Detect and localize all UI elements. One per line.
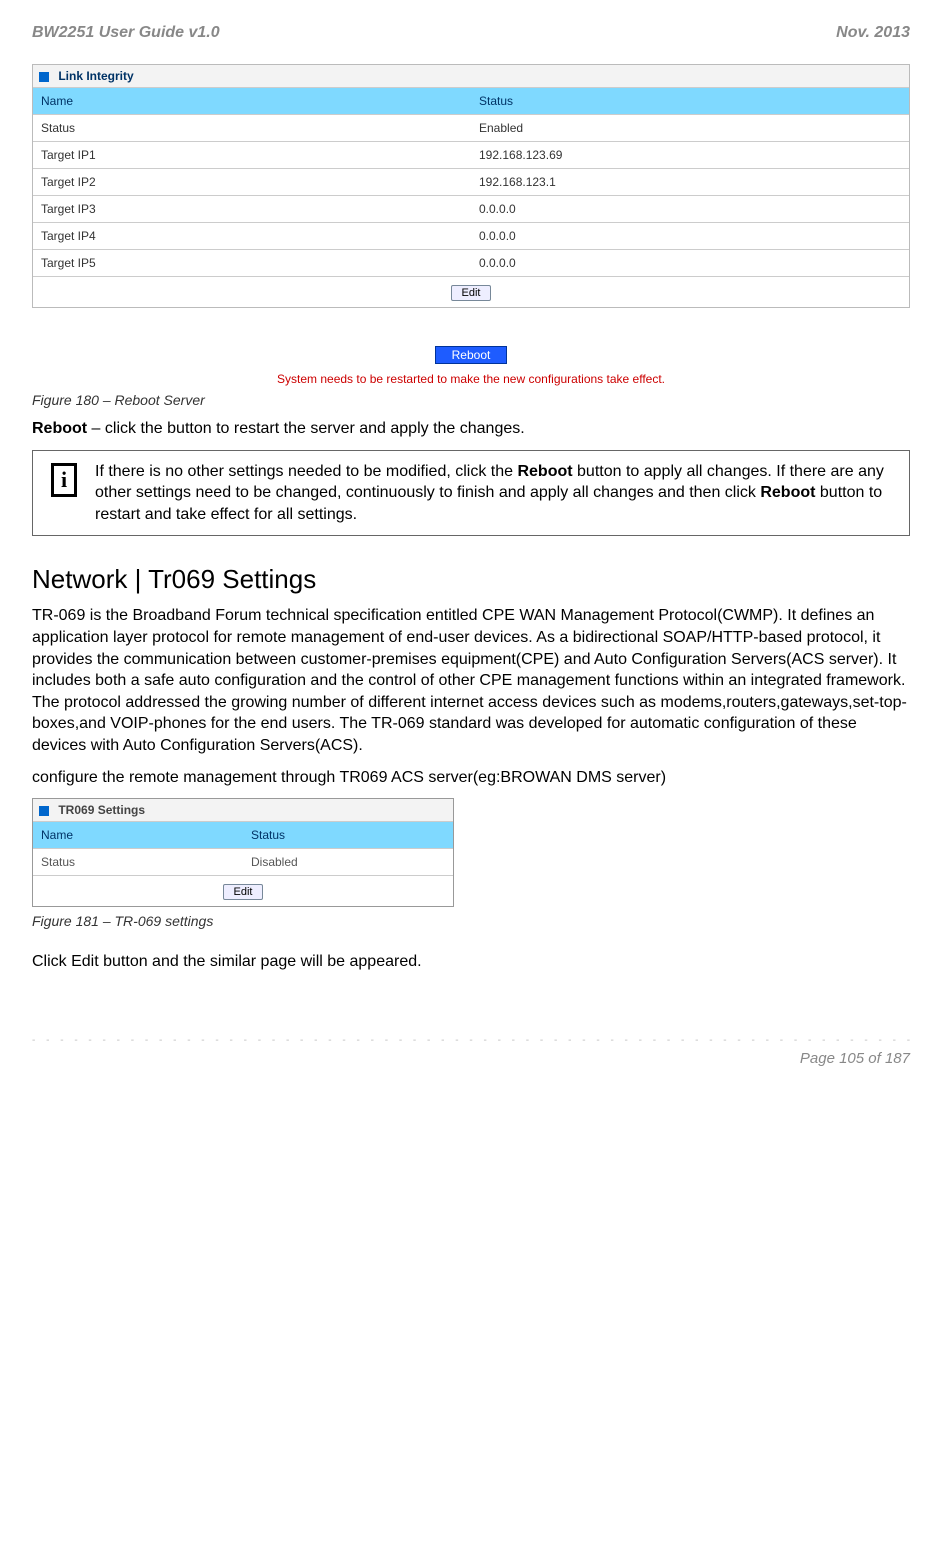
info-text: If there is no other settings needed to … (95, 453, 907, 534)
reboot-instruction: Reboot – click the button to restart the… (32, 418, 910, 440)
section-para-2: configure the remote management through … (32, 767, 910, 789)
panel-title-text: TR069 Settings (58, 803, 145, 817)
panel-icon (39, 806, 49, 816)
table-row: Target IP2192.168.123.1 (33, 169, 909, 196)
tr069-table: Name Status StatusDisabled (33, 821, 453, 875)
table-row: Target IP30.0.0.0 (33, 196, 909, 223)
figure-caption-181: Figure 181 – TR-069 settings (32, 913, 910, 929)
page-number: Page 105 of 187 (32, 1050, 910, 1067)
after-figure-para: Click Edit button and the similar page w… (32, 951, 910, 973)
panel-icon (39, 72, 49, 82)
table-row: StatusDisabled (33, 849, 453, 876)
doc-title: BW2251 User Guide v1.0 (32, 24, 220, 41)
panel-title: TR069 Settings (33, 799, 453, 821)
col-name: Name (33, 822, 243, 849)
edit-row: Edit (33, 875, 453, 906)
link-integrity-table: Name Status StatusEnabled Target IP1192.… (33, 87, 909, 276)
col-status: Status (243, 822, 453, 849)
section-heading: Network | Tr069 Settings (32, 564, 910, 595)
col-status: Status (471, 88, 909, 115)
section-para-1: TR-069 is the Broadband Forum technical … (32, 605, 910, 756)
reboot-button[interactable]: Reboot (435, 346, 508, 364)
footer-separator: - - - - - - - - - - - - - - - - - - - - … (32, 1035, 910, 1046)
reboot-warning: System needs to be restarted to make the… (32, 372, 910, 386)
reboot-area: Reboot System needs to be restarted to m… (32, 346, 910, 386)
table-row: StatusEnabled (33, 115, 909, 142)
edit-button[interactable]: Edit (223, 884, 264, 900)
info-icon: i (35, 453, 93, 534)
table-row: Target IP40.0.0.0 (33, 223, 909, 250)
edit-button[interactable]: Edit (451, 285, 492, 301)
link-integrity-panel: Link Integrity Name Status StatusEnabled… (32, 64, 910, 308)
panel-title: Link Integrity (33, 65, 909, 87)
table-row: Target IP50.0.0.0 (33, 250, 909, 277)
doc-date: Nov. 2013 (836, 24, 910, 42)
col-name: Name (33, 88, 471, 115)
figure-caption-180: Figure 180 – Reboot Server (32, 392, 910, 408)
info-note: i If there is no other settings needed t… (32, 450, 910, 537)
edit-row: Edit (33, 276, 909, 307)
panel-title-text: Link Integrity (58, 69, 133, 83)
table-row: Target IP1192.168.123.69 (33, 142, 909, 169)
tr069-panel: TR069 Settings Name Status StatusDisable… (32, 798, 454, 907)
